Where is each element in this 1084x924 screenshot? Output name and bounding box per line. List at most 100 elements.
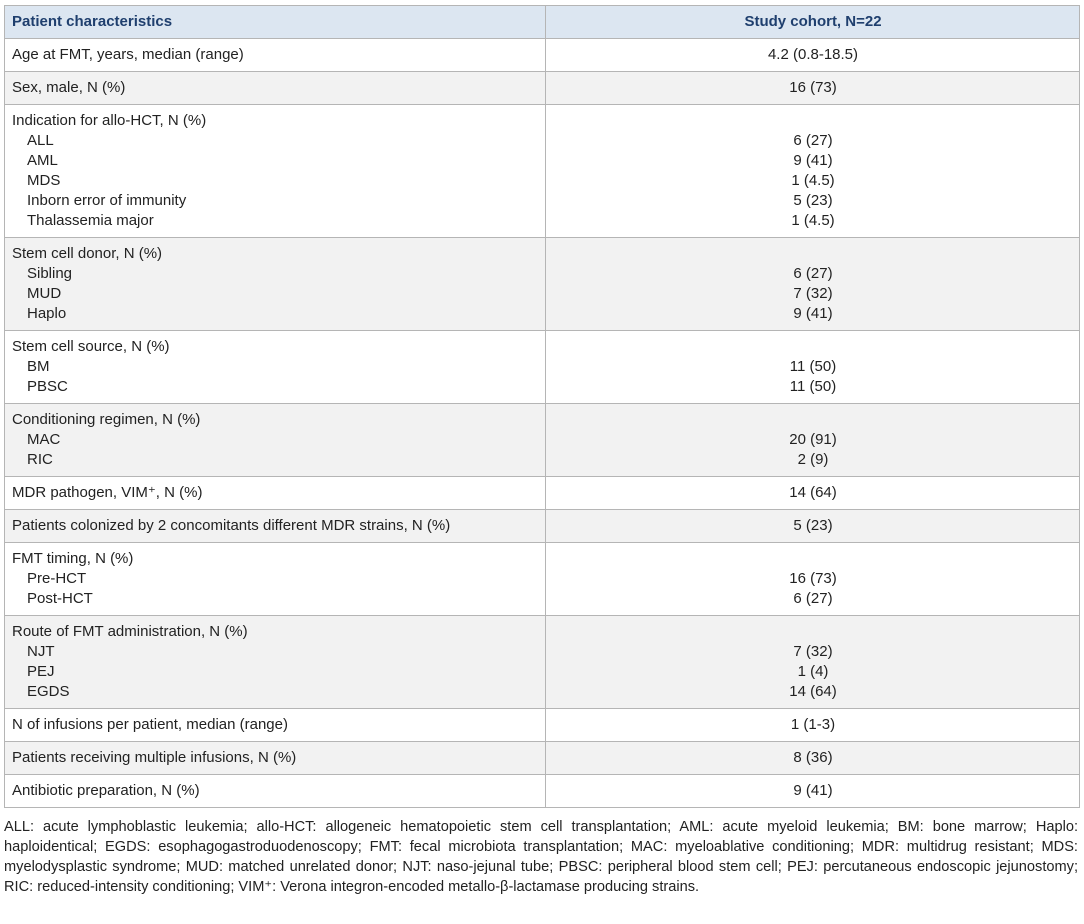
sub-value: 7 (32) [793, 285, 833, 302]
sub-value: 9 (41) [793, 152, 833, 169]
sub-value: 1 (4.5) [791, 172, 835, 189]
header-cell: Patient characteristics [4, 5, 546, 39]
sub-label: BM [27, 358, 50, 375]
table-row: Indication for allo-HCT, N (%) ALL AML MDS I… [4, 104, 1080, 238]
sub-value: 5 (23) [793, 192, 833, 209]
value-cell: 1 (1-3) [545, 708, 1080, 742]
row-value: 14 (64) [789, 484, 837, 501]
table-row: MDR pathogen, VIM⁺, N (%) 14 (64) [4, 476, 1080, 510]
row-label: Indication for allo-HCT, N (%) [12, 112, 207, 129]
sub-label: MDS [27, 172, 61, 189]
value-cell: 5 (23) [545, 509, 1080, 543]
label-cell: Stem cell source, N (%) BM PBSC [4, 330, 546, 404]
sub-label: AML [27, 152, 58, 169]
sub-value: 2 (9) [797, 451, 829, 468]
sub-value: 20 (91) [789, 431, 837, 448]
label-cell: N of infusions per patient, median (rang… [4, 708, 546, 742]
row-label: FMT timing, N (%) [12, 550, 134, 567]
sub-label: ALL [27, 132, 54, 149]
spacer [553, 622, 1073, 642]
label-cell: FMT timing, N (%) Pre-HCT Post-HCT [4, 542, 546, 616]
table-row: N of infusions per patient, median (rang… [4, 708, 1080, 742]
label-cell: Age at FMT, years, median (range) [4, 38, 546, 72]
sub-value: 6 (27) [793, 132, 833, 149]
row-value: 4.2 (0.8-18.5) [767, 46, 859, 63]
row-label: Stem cell donor, N (%) [12, 245, 163, 262]
sub-value: 7 (32) [793, 643, 833, 660]
sub-label: NJT [27, 643, 55, 660]
sub-label: PBSC [27, 378, 68, 395]
value-cell: 6 (27) 7 (32) 9 (41) [545, 237, 1080, 331]
value-cell: 14 (64) [545, 476, 1080, 510]
characteristics-table: Patient characteristics Study cohort, N=… [4, 5, 1080, 808]
header-row: Patient characteristics Study cohort, N=… [4, 5, 1080, 39]
spacer [553, 549, 1073, 569]
sub-label: EGDS [27, 683, 70, 700]
sub-label: RIC [27, 451, 53, 468]
label-cell: MDR pathogen, VIM⁺, N (%) [4, 476, 546, 510]
sub-label: Post-HCT [27, 590, 93, 607]
row-label: N of infusions per patient, median (rang… [12, 716, 288, 733]
sub-value: 6 (27) [793, 590, 833, 607]
table-wrap: Patient characteristics Study cohort, N=… [4, 5, 1080, 808]
spacer [553, 410, 1073, 430]
table-body: Age at FMT, years, median (range) 4.2 (0.… [4, 38, 1080, 808]
row-value: 1 (1-3) [790, 716, 836, 733]
sub-label: MAC [27, 431, 61, 448]
value-cell: 16 (73) [545, 71, 1080, 105]
table-row: Stem cell source, N (%) BM PBSC 11 (50) 11 … [4, 330, 1080, 404]
table-row: Patients receiving multiple infusions, N… [4, 741, 1080, 775]
spacer [553, 337, 1073, 357]
value-cell: 7 (32) 1 (4) 14 (64) [545, 615, 1080, 709]
value-cell: 20 (91) 2 (9) [545, 403, 1080, 477]
table-row: Conditioning regimen, N (%) MAC RIC 20 (91… [4, 403, 1080, 477]
table-row: FMT timing, N (%) Pre-HCT Post-HCT 16 (73)… [4, 542, 1080, 616]
row-value: 16 (73) [789, 79, 837, 96]
sub-value: 1 (4) [797, 663, 829, 680]
label-cell: Patients colonized by 2 concomitants dif… [4, 509, 546, 543]
label-cell: Indication for allo-HCT, N (%) ALL AML MDS I… [4, 104, 546, 238]
row-label: Sex, male, N (%) [12, 79, 126, 96]
sub-label: MUD [27, 285, 62, 302]
value-cell: 9 (41) [545, 774, 1080, 808]
sub-value: 11 (50) [789, 358, 837, 375]
table-row: Patients colonized by 2 concomitants dif… [4, 509, 1080, 543]
sub-label: Sibling [27, 265, 73, 282]
label-cell: Route of FMT administration, N (%) NJT PEJ… [4, 615, 546, 709]
sub-label: Haplo [27, 305, 67, 322]
table-row: Sex, male, N (%) 16 (73) [4, 71, 1080, 105]
table-row: Stem cell donor, N (%) Sibling MUD Haplo 6 … [4, 237, 1080, 331]
sub-value: 16 (73) [789, 570, 837, 587]
sub-value: 9 (41) [793, 305, 833, 322]
sub-value: 6 (27) [793, 265, 833, 282]
label-cell: Patients receiving multiple infusions, N… [4, 741, 546, 775]
sub-label: Pre-HCT [27, 570, 87, 587]
sub-label: Thalassemia major [27, 212, 154, 229]
sub-value: 14 (64) [789, 683, 837, 700]
row-label: Stem cell source, N (%) [12, 338, 170, 355]
sub-label: Inborn error of immunity [27, 192, 187, 209]
header-cell: Study cohort, N=22 [545, 5, 1080, 39]
row-label: Route of FMT administration, N (%) [12, 623, 248, 640]
table-row: Antibiotic preparation, N (%) 9 (41) [4, 774, 1080, 808]
row-value: 9 (41) [793, 782, 833, 799]
row-label: Antibiotic preparation, N (%) [12, 782, 200, 799]
sub-label: PEJ [27, 663, 55, 680]
footnote: ALL: acute lymphoblastic leukemia; allo-… [4, 819, 1078, 895]
row-value: 5 (23) [793, 517, 833, 534]
label-cell: Conditioning regimen, N (%) MAC RIC [4, 403, 546, 477]
row-label: Patients receiving multiple infusions, N… [12, 749, 297, 766]
row-value: 8 (36) [793, 749, 833, 766]
sub-value: 11 (50) [789, 378, 837, 395]
table-row: Age at FMT, years, median (range) 4.2 (0.… [4, 38, 1080, 72]
label-cell: Stem cell donor, N (%) Sibling MUD Haplo [4, 237, 546, 331]
value-cell: 16 (73) 6 (27) [545, 542, 1080, 616]
spacer [553, 244, 1073, 264]
row-label: Conditioning regimen, N (%) [12, 411, 201, 428]
sub-value: 1 (4.5) [791, 212, 835, 229]
table-row: Route of FMT administration, N (%) NJT PEJ… [4, 615, 1080, 709]
spacer [553, 111, 1073, 131]
value-cell: 6 (27) 9 (41) 1 (4.5) 5 (23) 1 (4.5) [545, 104, 1080, 238]
row-label: Patients colonized by 2 concomitants dif… [12, 517, 451, 534]
